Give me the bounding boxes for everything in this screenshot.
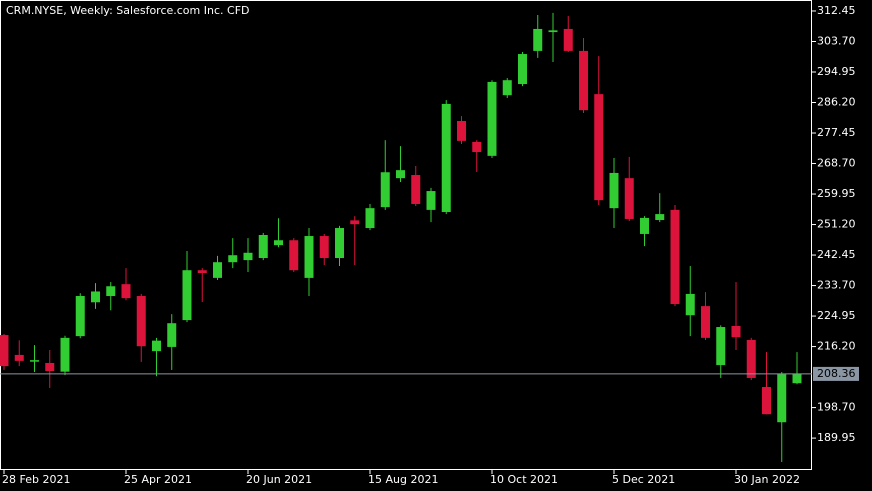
y-tick-label: 268.70 (817, 157, 856, 170)
candle-body (396, 170, 405, 179)
y-tick-label: 233.70 (817, 279, 856, 292)
candle-body (731, 326, 741, 338)
candle-body (319, 236, 329, 259)
y-tick-label: 242.45 (817, 248, 856, 261)
candle-body (777, 374, 787, 423)
candle-body (487, 81, 497, 156)
candle-body (0, 335, 9, 367)
candle-body (91, 291, 100, 303)
candle-body (563, 28, 573, 51)
candle-body (365, 208, 375, 229)
candle-body (502, 80, 512, 96)
y-tick-label: 251.20 (817, 218, 856, 231)
candle-body (106, 286, 116, 297)
candle-body (213, 262, 222, 278)
candle-body (30, 360, 39, 362)
candle-body (243, 252, 253, 261)
candle-body (579, 50, 588, 111)
candle-body (167, 323, 177, 347)
candle-body (304, 236, 314, 278)
candle-body (792, 373, 802, 384)
candle-body (14, 354, 24, 361)
candle-body (274, 240, 283, 246)
candle-body (380, 172, 390, 208)
y-tick-label: 312.45 (817, 4, 856, 17)
y-tick-label: 286.20 (817, 96, 856, 109)
candle-body (45, 362, 55, 371)
y-tick-label: 259.95 (817, 187, 856, 200)
x-tick-label: 28 Feb 2021 (2, 473, 70, 486)
y-tick-label: 216.20 (817, 340, 856, 353)
candle-body (594, 94, 604, 201)
candle-body (670, 209, 680, 305)
x-tick-label: 15 Aug 2021 (368, 473, 438, 486)
candle-body (228, 255, 238, 263)
candle-body (335, 228, 344, 259)
y-tick-label: 294.95 (817, 65, 856, 78)
candle-body (152, 340, 161, 352)
candle-body (533, 28, 543, 51)
candle-body (441, 103, 451, 212)
candle-body (548, 30, 558, 33)
candle-body (121, 284, 131, 299)
candle-body (136, 296, 146, 347)
candle-body (411, 175, 421, 204)
y-tick-label: 277.45 (817, 126, 856, 139)
candle-body (457, 120, 466, 141)
candle-body (716, 327, 726, 366)
y-tick-label: 189.95 (817, 431, 856, 444)
last-price-box (813, 366, 859, 381)
y-tick-label: 198.70 (817, 401, 856, 414)
y-tick-label: 224.95 (817, 309, 856, 322)
x-tick-label: 20 Jun 2021 (246, 473, 312, 486)
candle-body (289, 240, 299, 271)
candle-body (197, 270, 207, 274)
chart-title: CRM.NYSE, Weekly: Salesforce.com Inc. CF… (6, 4, 250, 17)
x-tick-label: 25 Apr 2021 (124, 473, 192, 486)
candle-body (426, 191, 436, 210)
candle-body (258, 235, 268, 259)
plot-frame (0, 0, 812, 470)
candle-body (624, 178, 634, 219)
candle-body (640, 217, 649, 234)
candle-body (746, 339, 756, 378)
candle-body (609, 172, 619, 209)
candle-body (350, 220, 360, 225)
candle-body (762, 387, 771, 415)
x-tick-label: 10 Oct 2021 (490, 473, 558, 486)
candle-body (182, 270, 192, 321)
last-price-label: 208.36 (817, 367, 856, 380)
x-tick-label: 30 Jan 2022 (734, 473, 800, 486)
x-tick-label: 5 Dec 2021 (612, 473, 675, 486)
candle-body (518, 54, 527, 85)
candle-body (60, 337, 70, 372)
candle-body (685, 293, 695, 316)
candle-body (655, 214, 665, 221)
candle-body (75, 296, 85, 337)
candle-body (701, 306, 710, 338)
candle-body (472, 141, 482, 153)
y-tick-label: 303.70 (817, 34, 856, 47)
